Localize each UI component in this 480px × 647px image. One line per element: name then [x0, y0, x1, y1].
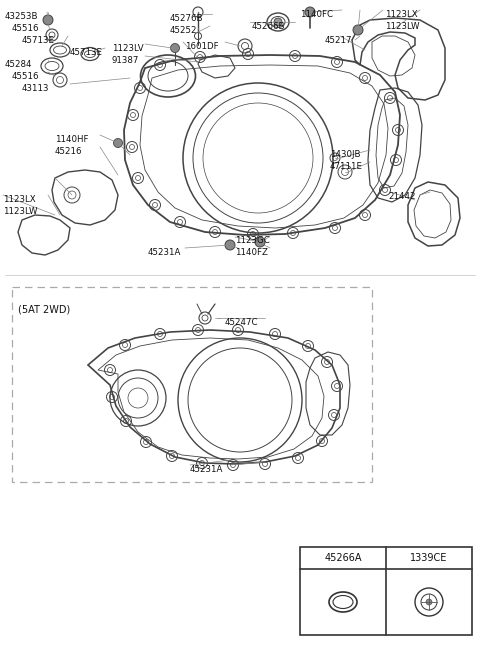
Text: 1339CE: 1339CE [410, 553, 448, 563]
Circle shape [255, 237, 265, 247]
Circle shape [43, 15, 53, 25]
Text: 43253B: 43253B [5, 12, 38, 21]
Text: 45216: 45216 [55, 147, 83, 156]
Text: 45247C: 45247C [225, 318, 259, 327]
Text: 1140FC: 1140FC [300, 10, 333, 19]
Text: 45713E: 45713E [22, 36, 55, 45]
Circle shape [426, 599, 432, 605]
Text: 45217: 45217 [325, 36, 352, 45]
Bar [300, 547, 472, 635]
Text: 45266A: 45266A [324, 553, 362, 563]
Text: 45231A: 45231A [190, 465, 223, 474]
Text: 45284: 45284 [5, 60, 33, 69]
Text: 1123GC: 1123GC [235, 236, 270, 245]
Text: 1140FZ: 1140FZ [235, 248, 268, 257]
Text: 1123LV: 1123LV [112, 44, 144, 53]
Text: 1601DF: 1601DF [185, 42, 218, 51]
Text: 45266B: 45266B [252, 22, 286, 31]
Bar [12, 287, 372, 482]
Text: 1430JB: 1430JB [330, 150, 360, 159]
Text: 45516: 45516 [12, 72, 39, 81]
Text: 43113: 43113 [22, 84, 49, 93]
Text: (5AT 2WD): (5AT 2WD) [18, 305, 70, 315]
Text: 45252: 45252 [170, 26, 197, 35]
Text: 47111E: 47111E [330, 162, 363, 171]
Circle shape [113, 138, 122, 148]
Text: 1123LX: 1123LX [3, 195, 36, 204]
Text: 1140HF: 1140HF [55, 135, 88, 144]
Text: 45713E: 45713E [70, 48, 103, 57]
Text: 1123LX: 1123LX [385, 10, 418, 19]
Circle shape [353, 25, 363, 35]
Text: 45231A: 45231A [148, 248, 181, 257]
Text: 21442: 21442 [388, 192, 416, 201]
Circle shape [170, 43, 180, 52]
Text: 1123LW: 1123LW [3, 207, 37, 216]
Circle shape [274, 18, 282, 26]
Text: 91387: 91387 [112, 56, 139, 65]
Text: 45516: 45516 [12, 24, 39, 33]
Circle shape [305, 7, 315, 17]
Text: 45276B: 45276B [170, 14, 204, 23]
Text: 1123LW: 1123LW [385, 22, 420, 31]
Circle shape [225, 240, 235, 250]
